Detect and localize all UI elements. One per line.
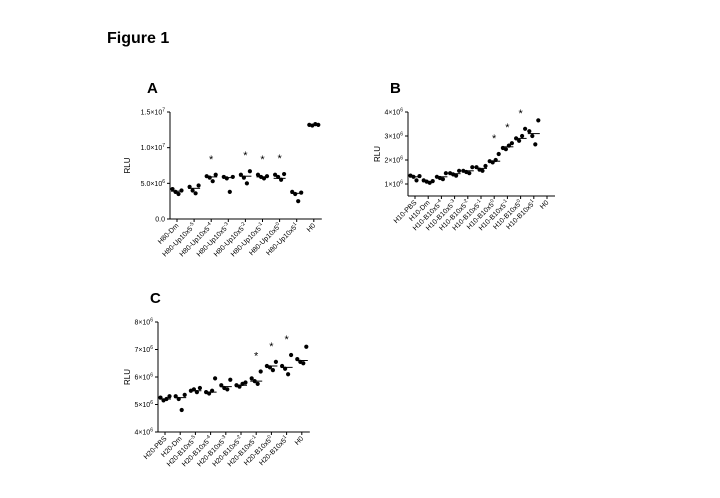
data-point [483,163,488,169]
data-point [207,175,212,180]
y-tick-label: 8×106 [134,318,153,327]
data-point [244,181,249,186]
significance-marker: * [243,150,248,162]
y-axis-label: RLU [123,157,132,173]
data-point [304,344,309,349]
data-point [273,359,278,364]
data-point [457,168,462,173]
data-point [249,376,254,381]
y-tick-label: 7×106 [134,345,153,354]
panel-c-chart: CRLU4×1065×1066×1067×1068×106H20-PBSH20-… [123,290,310,468]
y-tick-label: 3×106 [384,132,403,141]
figure-title: Figure 1 [107,30,170,47]
data-point [213,172,218,177]
y-tick-label: 1.5×107 [141,108,166,117]
data-point [503,147,508,152]
significance-marker: * [260,154,265,166]
data-point [467,171,472,176]
significance-marker: * [254,351,259,363]
data-point [296,199,301,204]
data-point [470,165,475,170]
data-point [270,368,275,373]
data-point [243,380,248,385]
y-tick-label: 5.0×106 [141,179,166,188]
y-axis-label: RLU [373,146,382,162]
data-point [255,381,260,386]
data-point [190,188,195,193]
y-tick-label: 4×106 [134,428,153,437]
data-point [176,191,181,197]
y-tick-label: 0.0 [155,217,165,224]
significance-marker: * [505,122,510,134]
panel-label-c: C [150,290,161,307]
data-point [179,188,184,193]
data-point [286,372,291,377]
data-point [517,138,522,143]
data-point [225,387,230,392]
significance-marker: * [284,334,289,346]
y-tick-label: 1.0×107 [141,143,166,152]
y-tick-label: 4×106 [384,108,403,117]
data-point [230,174,235,180]
data-point [520,133,525,139]
data-point [167,394,172,399]
y-tick-label: 5×106 [134,400,153,409]
significance-marker: * [269,341,274,353]
panel-label-a: A [147,80,158,97]
significance-marker: * [492,133,497,145]
x-tick-label: H0 [306,222,317,233]
data-point [417,173,422,179]
data-point [533,142,538,147]
significance-marker: * [209,154,214,166]
y-tick-label: 2×106 [384,156,403,165]
y-tick-label: 1×106 [384,180,403,189]
data-point [182,392,187,397]
data-point [247,169,252,174]
data-point [301,361,306,366]
data-point [273,172,278,177]
data-point [213,376,218,381]
data-point [196,183,201,188]
data-point [255,172,261,177]
y-axis-label: RLU [123,369,132,385]
data-point [197,385,202,391]
data-point [170,186,175,192]
data-point [454,173,459,178]
x-tick-label: H0 [294,435,305,446]
data-point [536,118,541,123]
panel-a-chart: ARLU0.05.0×1061.0×1071.5×107H80-DmH80-Up… [123,80,322,258]
data-point [440,177,445,182]
data-point [530,133,535,139]
data-point [299,190,304,195]
data-point [228,377,233,382]
data-point [264,174,270,179]
data-point [282,171,287,177]
data-point [193,191,198,196]
data-point [210,179,215,184]
data-point [414,178,419,183]
data-point [509,141,514,146]
data-point [496,151,501,157]
x-tick-label: H0 [539,199,550,210]
data-point [523,126,528,131]
data-point [179,407,184,413]
data-point [224,176,229,181]
y-tick-label: 6×106 [134,373,153,382]
data-point [227,189,232,194]
significance-marker: * [518,108,523,120]
data-point [480,168,485,173]
data-point [443,171,448,176]
data-point [527,129,532,134]
panel-label-b: B [390,80,401,97]
data-point [289,352,294,358]
data-point [258,369,263,374]
panel-b-chart: BRLU1×1062×1063×1064×106H10-PBSH10-DmH10… [373,80,555,232]
data-point [293,191,298,197]
significance-marker: * [277,153,282,165]
